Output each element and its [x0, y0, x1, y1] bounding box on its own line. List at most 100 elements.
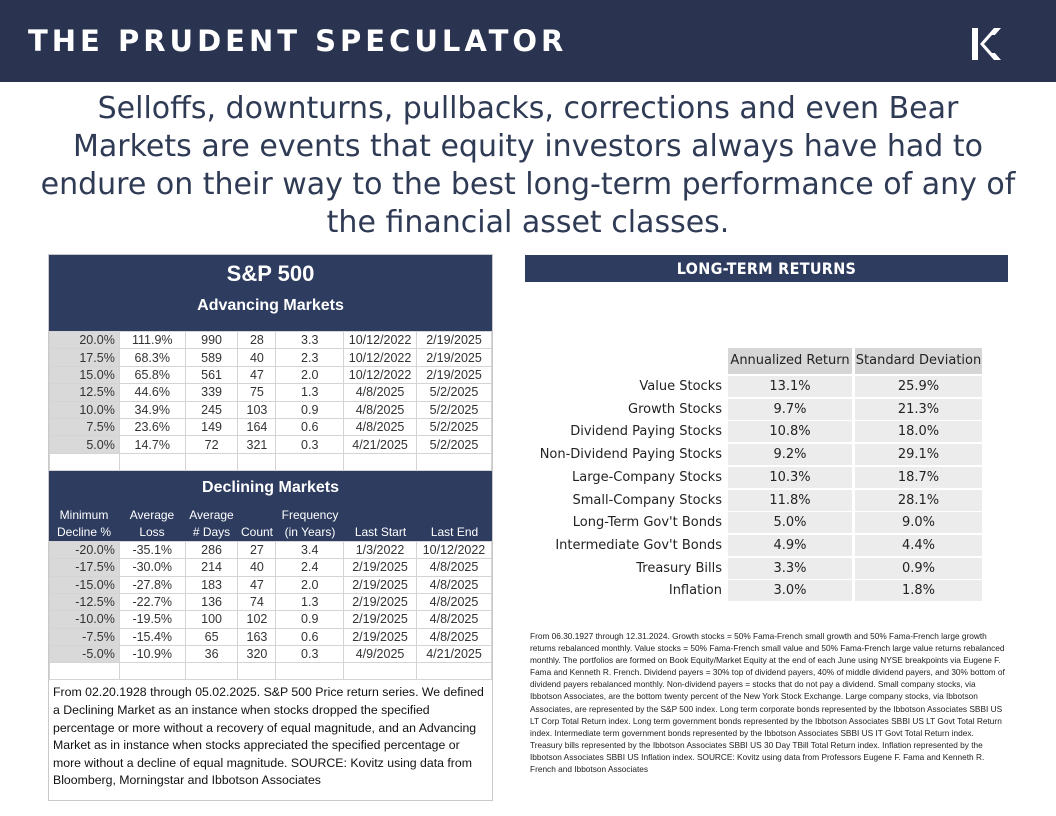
advancing-cell: 23.6%	[118, 417, 186, 437]
advancing-cell: 47	[237, 365, 277, 385]
declining-cell: 320	[237, 645, 277, 664]
blank-cell	[118, 452, 186, 471]
asset-class-label: Small-Company Stocks	[572, 492, 722, 508]
declining-cell: 100	[184, 610, 239, 629]
advancing-cell: 111.9%	[118, 330, 186, 350]
declining-header-cell	[238, 507, 276, 524]
advancing-cell: 990	[184, 330, 239, 350]
declining-cell: -20.0%	[49, 540, 120, 560]
declining-header-cell: Decline %	[56, 525, 112, 540]
blank-cell	[416, 452, 492, 471]
blank-cell	[49, 452, 120, 471]
asset-class-label: Intermediate Gov't Bonds	[555, 537, 722, 553]
declining-cell: -15.0%	[49, 575, 120, 594]
declining-row: -10.0% -19.5% 100 102 0.9 2/19/2025 4/8/2025	[49, 610, 493, 629]
advancing-cell: 10/12/2022	[343, 330, 418, 350]
declining-cell: 2/19/2025	[343, 575, 417, 594]
col-header-standard-deviation: Standard Deviation	[855, 348, 982, 374]
blank-cell	[118, 662, 186, 681]
advancing-row: 10.0% 34.9% 245 103 0.9 4/8/2025 5/2/2025	[49, 400, 492, 419]
declining-header-cell: Count	[240, 525, 274, 540]
col-header-annualized-return: Annualized Return	[728, 348, 852, 374]
declining-cell: -12.5%	[49, 592, 120, 612]
declining-cell: 214	[184, 558, 239, 577]
declining-header-cell: # Days	[192, 525, 231, 540]
advancing-row: 20.0% 111.9% 990 28 3.3 10/12/2022 2/19/2025	[49, 330, 492, 350]
declining-cell: 1/3/2022	[343, 540, 417, 560]
declining-header-row2: Decline % Loss # Days Count (in Years) Last S…	[49, 524, 492, 541]
page-header: THE PRUDENT SPECULATOR	[0, 0, 1056, 82]
declining-cell: -10.0%	[49, 610, 120, 629]
declining-header-cell: Last End	[430, 525, 479, 540]
declining-cell: 74	[237, 592, 277, 612]
standard-deviation-cell: 21.3%	[855, 398, 982, 420]
standard-deviation-cell: 28.1%	[855, 489, 982, 511]
declining-header-cell: Loss	[139, 525, 165, 540]
declining-cell: -15.4%	[118, 627, 186, 647]
declining-cell: 0.6	[275, 627, 345, 647]
advancing-cell: 164	[237, 417, 277, 437]
declining-cell: 4/8/2025	[415, 610, 493, 629]
standard-deviation-cell: 29.1%	[855, 444, 982, 466]
blank-cell	[343, 662, 417, 681]
long-term-returns-title: LONG-TERM RETURNS	[525, 255, 1008, 282]
advancing-cell: 4/8/2025	[343, 400, 418, 419]
advancing-row: 17.5% 68.3% 589 40 2.3 10/12/2022 2/19/2025	[49, 348, 492, 367]
advancing-cell: 103	[237, 400, 277, 419]
advancing-cell: 40	[237, 348, 277, 367]
declining-cell: -22.7%	[118, 592, 186, 612]
advancing-cell: 12.5%	[49, 383, 120, 402]
advancing-cell: 1.3	[275, 383, 345, 402]
advancing-cell: 4/21/2025	[343, 435, 418, 454]
declining-header-cell: Frequency	[281, 508, 339, 523]
standard-deviation-cell: 4.4%	[855, 534, 982, 556]
brand-logo-icon	[972, 28, 1001, 60]
declining-header-cell: Average	[129, 508, 175, 523]
long-term-footnote: From 06.30.1927 through 12.31.2024. Grow…	[530, 631, 1005, 775]
advancing-cell: 4/8/2025	[343, 417, 418, 437]
annualized-return-cell: 3.3%	[728, 557, 852, 579]
declining-cell: 0.3	[275, 645, 345, 664]
advancing-cell: 4/8/2025	[343, 383, 418, 402]
long-term-row: Non-Dividend Paying Stocks 9.2% 29.1%	[530, 444, 990, 467]
advancing-cell: 5/2/2025	[416, 400, 492, 419]
sp500-title: S&P 500	[226, 261, 315, 286]
declining-cell: 10/12/2022	[415, 540, 493, 560]
blank-row	[49, 662, 493, 681]
long-term-row: Small-Company Stocks 11.8% 28.1%	[530, 489, 990, 513]
declining-header-cell: Average	[189, 508, 234, 523]
advancing-cell: 0.3	[275, 435, 345, 454]
long-term-row: Intermediate Gov't Bonds 4.9% 4.4%	[530, 534, 990, 558]
declining-cell: 163	[237, 627, 277, 647]
declining-cell: -17.5%	[49, 558, 120, 577]
long-term-row: Dividend Paying Stocks 10.8% 18.0%	[530, 421, 990, 444]
blank-cell	[415, 662, 493, 681]
blank-cell	[275, 662, 345, 681]
advancing-cell: 149	[184, 417, 239, 437]
advancing-markets-table: 20.0% 111.9% 990 28 3.3 10/12/2022 2/19/2025 17…	[49, 330, 492, 471]
declining-cell: 4/8/2025	[415, 627, 493, 647]
declining-cell: 40	[237, 558, 277, 577]
annualized-return-cell: 9.2%	[728, 444, 852, 466]
declining-cell: 4/8/2025	[415, 558, 493, 577]
declining-cell: 2.4	[275, 558, 345, 577]
blank-cell	[184, 662, 239, 681]
advancing-cell: 75	[237, 383, 277, 402]
standard-deviation-cell: 18.0%	[855, 421, 982, 443]
declining-cell: 2/19/2025	[343, 558, 417, 577]
declining-cell: 47	[237, 575, 277, 594]
page-headline: Selloffs, downturns, pullbacks, correcti…	[40, 91, 1016, 240]
annualized-return-cell: 10.3%	[728, 466, 852, 488]
blank-cell	[237, 452, 277, 471]
annualized-return-cell: 4.9%	[728, 534, 852, 556]
standard-deviation-cell: 0.9%	[855, 557, 982, 579]
blank-cell	[343, 452, 418, 471]
standard-deviation-cell: 9.0%	[855, 512, 982, 534]
declining-cell: 2.0	[275, 575, 345, 594]
advancing-cell: 5.0%	[49, 435, 120, 454]
sp500-footnote: From 02.20.1928 through 05.02.2025. S&P …	[53, 685, 484, 788]
annualized-return-cell: 3.0%	[728, 580, 852, 602]
advancing-cell: 65.8%	[118, 365, 186, 385]
declining-cell: 36	[184, 645, 239, 664]
declining-cell: 4/9/2025	[343, 645, 417, 664]
